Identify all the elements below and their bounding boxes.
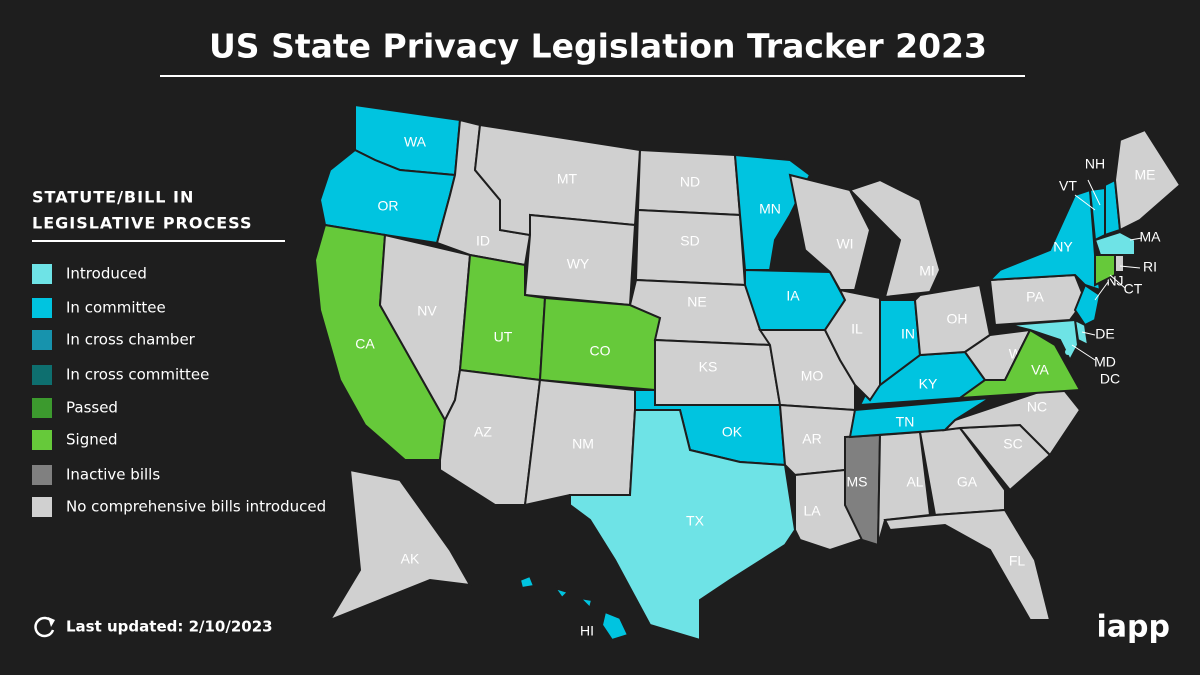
state-label: OH <box>947 311 968 327</box>
state-label: AK <box>401 551 420 567</box>
state-shape <box>654 338 782 406</box>
legend-label: No comprehensive bills introduced <box>66 498 326 516</box>
state-label: MA <box>1140 229 1162 245</box>
state-shape <box>883 508 1052 621</box>
state-label: VA <box>1031 362 1049 378</box>
state-label: CO <box>590 343 611 359</box>
legend-label: In committee <box>66 299 166 317</box>
state-label: DC <box>1100 371 1120 387</box>
state-label: NY <box>1053 239 1073 255</box>
state-shape <box>1009 318 1080 363</box>
state-label: ND <box>680 174 700 190</box>
state-label: OK <box>722 424 743 440</box>
state-label: MN <box>759 201 781 217</box>
legend-label: Inactive bills <box>66 466 160 484</box>
legend-label: Introduced <box>66 265 147 283</box>
state-label: WY <box>567 256 590 272</box>
state-label: GA <box>957 474 978 490</box>
legend: Introduced In committee In cross chamber In… <box>32 264 326 517</box>
state-label: NH <box>1085 156 1105 172</box>
state-label: MS <box>847 474 868 490</box>
state-label: DE <box>1095 326 1114 342</box>
state-label: NM <box>572 436 594 452</box>
legend-heading: LEGISLATIVE PROCESS <box>32 214 252 233</box>
legend-swatch <box>32 398 52 418</box>
last-updated: Last updated: 2/10/2023 <box>66 618 273 636</box>
state-label: IL <box>851 321 863 337</box>
state-shape <box>823 288 881 402</box>
state-label: FL <box>1009 553 1026 569</box>
state-shape <box>1065 349 1071 355</box>
state-label: TN <box>896 414 915 430</box>
state-label: NV <box>417 303 437 319</box>
state-label: KY <box>919 376 938 392</box>
state-shape <box>1094 254 1116 287</box>
state-shape <box>942 383 1082 457</box>
state-label: AL <box>906 474 923 490</box>
state-label: NC <box>1027 399 1047 415</box>
state-label: IN <box>901 326 915 342</box>
state-shape <box>956 328 1082 400</box>
legend-label: Signed <box>66 431 117 449</box>
us-map: WA OR CA NV ID MT WY UT CO AZ NM ND SD NE KS OK TX MN IA MO… <box>313 103 1182 642</box>
state-shape <box>327 468 472 623</box>
legend-swatch <box>32 264 52 284</box>
state-label: NE <box>687 294 706 310</box>
state-label: IA <box>786 288 800 304</box>
state-label: ID <box>476 233 490 249</box>
title: US State Privacy Legislation Tracker 202… <box>209 27 987 66</box>
legend-swatch <box>32 330 52 350</box>
state-label: WA <box>404 134 427 150</box>
state-label: VT <box>1059 178 1077 194</box>
state-label: UT <box>494 329 513 345</box>
state-shape <box>577 596 594 610</box>
state-label: OR <box>378 198 399 214</box>
legend-heading: STATUTE/BILL IN <box>32 188 194 207</box>
state-label: SD <box>680 233 699 249</box>
state-label: MO <box>801 368 824 384</box>
state-shape <box>518 574 536 590</box>
state-shape <box>552 586 570 600</box>
legend-label: In cross committee <box>66 366 209 384</box>
state-shape <box>788 173 872 291</box>
legend-label: Passed <box>66 399 118 417</box>
state-label: RI <box>1143 259 1157 275</box>
state-label: MI <box>919 263 935 279</box>
state-label: WI <box>836 236 853 252</box>
legend-swatch <box>32 365 52 385</box>
state-shape <box>600 610 630 642</box>
state-shape <box>1114 254 1125 273</box>
state-shape <box>848 397 991 439</box>
state-label: AR <box>802 431 821 447</box>
legend-swatch <box>32 465 52 485</box>
state-label: SC <box>1003 436 1022 452</box>
state-shape <box>1113 128 1182 232</box>
legend-swatch <box>32 298 52 318</box>
state-label: KS <box>699 359 718 375</box>
state-label: AZ <box>474 424 492 440</box>
state-label: HI <box>580 623 594 639</box>
state-shape <box>1073 283 1102 327</box>
state-label: MD <box>1094 354 1116 370</box>
state-label: CA <box>355 336 375 352</box>
state-shape <box>1093 230 1136 256</box>
legend-label: In cross chamber <box>66 331 196 349</box>
state-label: PA <box>1026 289 1044 305</box>
refresh-icon <box>34 616 55 638</box>
state-label: MT <box>557 171 578 187</box>
legend-swatch <box>32 430 52 450</box>
state-label: TX <box>686 513 705 529</box>
state-label: CT <box>1124 281 1143 297</box>
state-label: ME <box>1135 167 1156 183</box>
state-shape <box>569 409 797 642</box>
state-label: LA <box>803 503 821 519</box>
logo: iapp <box>1097 610 1170 645</box>
legend-swatch <box>32 497 52 517</box>
leader-lines <box>1071 179 1143 361</box>
state-shape <box>848 178 942 299</box>
